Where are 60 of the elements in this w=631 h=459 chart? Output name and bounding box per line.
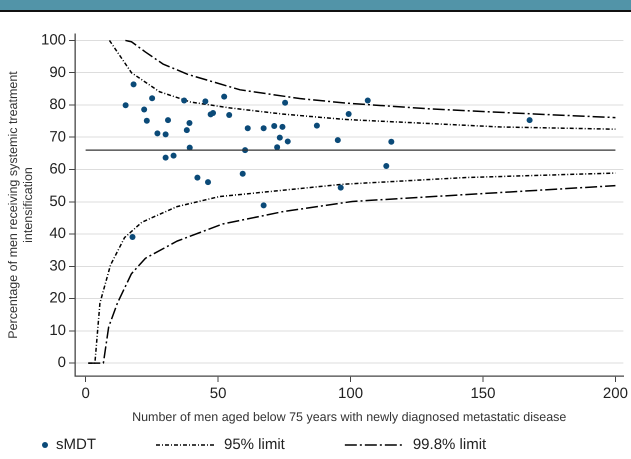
y-axis-title: Percentage of men receiving systemic treatment intensification xyxy=(6,70,35,339)
point xyxy=(334,137,341,144)
point xyxy=(226,112,232,118)
y-tick-label: 50 xyxy=(49,192,66,210)
x-axis-title: Number of men aged below 75 years with newly diagnosed metastatic disease xyxy=(132,410,566,424)
x-tick-label: 50 xyxy=(210,385,226,402)
point xyxy=(186,120,192,126)
x-tick-label: 150 xyxy=(470,385,496,402)
point xyxy=(221,94,228,100)
legend-label: 99.8% limit xyxy=(412,436,488,454)
point xyxy=(284,138,291,144)
point xyxy=(260,125,267,132)
x-tick-label: 100 xyxy=(338,385,364,402)
y-tick-label: 60 xyxy=(49,160,66,178)
point xyxy=(130,81,137,88)
point xyxy=(170,152,177,159)
point xyxy=(141,106,148,112)
point xyxy=(276,134,283,141)
point xyxy=(144,118,150,124)
point xyxy=(338,184,344,191)
point xyxy=(202,98,208,104)
y-tick-label: 90 xyxy=(49,64,66,81)
point xyxy=(184,127,190,134)
y-tick-label: 20 xyxy=(49,290,66,307)
point xyxy=(130,234,136,240)
point xyxy=(314,122,320,129)
point xyxy=(244,125,251,132)
point xyxy=(271,122,278,129)
point xyxy=(122,102,129,108)
y-tick-label: 80 xyxy=(49,96,66,114)
point xyxy=(162,154,169,161)
x-tick-label: 0 xyxy=(81,385,90,402)
point xyxy=(346,111,352,118)
y-tick-label: 100 xyxy=(40,32,66,49)
point xyxy=(205,179,212,186)
legend-label: sMDT xyxy=(56,436,96,454)
legend-label: 95% limit xyxy=(224,436,286,454)
point xyxy=(181,97,188,104)
point xyxy=(165,117,172,124)
point xyxy=(282,100,288,106)
point xyxy=(383,162,390,169)
point xyxy=(162,131,169,138)
point xyxy=(210,110,216,116)
point xyxy=(149,95,156,102)
point xyxy=(240,170,246,177)
point xyxy=(279,124,286,130)
line-series xyxy=(124,40,616,118)
point xyxy=(194,174,200,181)
x-tick-label: 200 xyxy=(602,385,628,402)
point xyxy=(364,97,371,104)
y-tick-label: 10 xyxy=(49,322,66,339)
y-tick-label: 30 xyxy=(49,257,66,274)
y-tick-label: 70 xyxy=(49,128,66,146)
point xyxy=(526,117,533,124)
line-series xyxy=(108,40,616,130)
y-tick-label: 40 xyxy=(49,225,66,242)
point xyxy=(388,138,394,145)
y-tick-label: 0 xyxy=(58,354,66,372)
point xyxy=(154,130,160,136)
point xyxy=(260,202,267,208)
